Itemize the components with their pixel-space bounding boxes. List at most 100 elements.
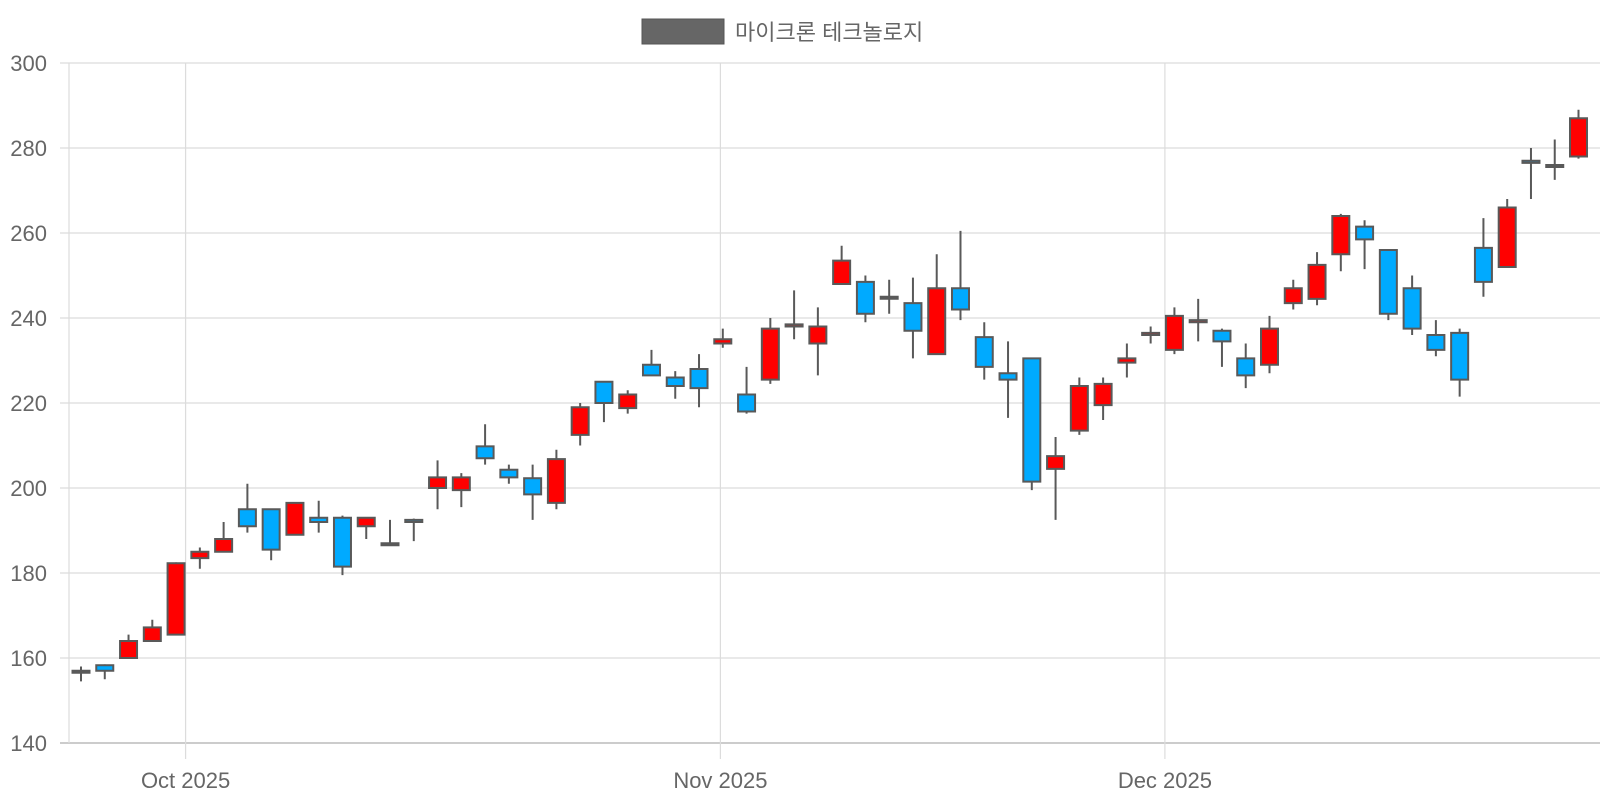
candle[interactable] — [95, 664, 115, 680]
candle[interactable] — [1521, 148, 1541, 199]
candle-body-down — [523, 477, 543, 496]
candle[interactable] — [1236, 343, 1256, 389]
candle-body-down — [855, 280, 875, 315]
candle[interactable] — [309, 500, 329, 533]
candle-body-up — [1545, 164, 1565, 168]
candle[interactable] — [404, 518, 424, 542]
candle[interactable] — [1402, 275, 1422, 336]
candle[interactable] — [689, 354, 709, 408]
legend[interactable]: 마이크론 테크놀로지 — [641, 18, 923, 45]
candle[interactable] — [855, 275, 875, 323]
candle-body-down — [1473, 246, 1493, 283]
candle-body-down — [261, 508, 281, 551]
candle[interactable] — [998, 341, 1018, 418]
candle[interactable] — [190, 547, 210, 569]
candle[interactable] — [380, 519, 400, 547]
candle-body-up — [927, 287, 947, 356]
candle-body-up — [1046, 455, 1066, 470]
candle[interactable] — [285, 501, 305, 536]
candle[interactable] — [1093, 377, 1113, 421]
candle[interactable] — [1117, 343, 1137, 378]
candle[interactable] — [1355, 220, 1375, 270]
candle[interactable] — [1022, 357, 1042, 491]
candle[interactable] — [808, 307, 828, 376]
candle[interactable] — [903, 277, 923, 359]
candle[interactable] — [523, 464, 543, 520]
candle[interactable] — [1545, 139, 1565, 180]
x-tick-label: Dec 2025 — [1118, 768, 1212, 793]
candles — [71, 109, 1589, 682]
candle[interactable] — [1164, 307, 1184, 355]
legend-swatch — [641, 18, 725, 45]
candle[interactable] — [119, 634, 139, 659]
candle[interactable] — [594, 380, 614, 423]
candle[interactable] — [428, 460, 448, 510]
candle[interactable] — [71, 666, 91, 682]
candle[interactable] — [927, 254, 947, 356]
candle[interactable] — [142, 619, 162, 643]
candle[interactable] — [1283, 279, 1303, 310]
candle[interactable] — [166, 562, 186, 636]
candle[interactable] — [499, 464, 519, 484]
candle-body-down — [1426, 334, 1446, 351]
candle[interactable] — [1569, 109, 1589, 159]
candle-body-up — [1331, 215, 1351, 256]
candle-body-up — [142, 626, 162, 643]
candle[interactable] — [451, 473, 471, 508]
candle-body-down — [404, 518, 424, 523]
candle[interactable] — [713, 328, 733, 348]
y-tick-label: 300 — [10, 51, 47, 76]
candle-body-up — [1141, 331, 1161, 336]
candle[interactable] — [356, 516, 376, 539]
candle[interactable] — [784, 290, 804, 340]
candle[interactable] — [641, 349, 661, 377]
candle[interactable] — [332, 515, 352, 576]
candle[interactable] — [1046, 437, 1066, 520]
candle-body-down — [689, 368, 709, 390]
candle-body-down — [903, 302, 923, 332]
candle-body-up — [1569, 117, 1589, 158]
x-tick-label: Nov 2025 — [673, 768, 767, 793]
candle[interactable] — [261, 508, 281, 561]
candle[interactable] — [879, 279, 899, 314]
candle[interactable] — [1307, 252, 1327, 306]
candle-body-up — [713, 338, 733, 345]
candle-body-down — [499, 468, 519, 479]
candle-body-down — [1355, 225, 1375, 241]
candle-body-up — [214, 538, 234, 553]
candle[interactable] — [1378, 249, 1398, 321]
candle[interactable] — [570, 403, 590, 446]
candle-body-down — [332, 516, 352, 568]
candle[interactable] — [1260, 315, 1279, 374]
candle[interactable] — [950, 230, 970, 321]
candle[interactable] — [832, 245, 852, 285]
candle[interactable] — [237, 483, 257, 533]
candle[interactable] — [618, 390, 638, 414]
candle-body-down — [594, 380, 614, 404]
candle-body-up — [832, 259, 852, 285]
candle-body-down — [309, 516, 329, 523]
candle[interactable] — [214, 522, 234, 553]
candle-body-up — [119, 640, 139, 659]
candle[interactable] — [974, 322, 994, 380]
y-tick-label: 220 — [10, 391, 47, 416]
legend-label: 마이크론 테크놀로지 — [735, 20, 923, 45]
candle[interactable] — [1473, 218, 1493, 297]
candle-body-down — [641, 363, 661, 377]
candle[interactable] — [546, 449, 566, 510]
candle[interactable] — [475, 424, 495, 465]
candle[interactable] — [1497, 199, 1517, 268]
candle-body-up — [190, 550, 210, 560]
candle-body-up — [1307, 263, 1327, 300]
candle[interactable] — [1212, 328, 1232, 367]
candle[interactable] — [1188, 298, 1208, 342]
candle[interactable] — [737, 366, 757, 414]
candle[interactable] — [1426, 320, 1446, 357]
candle[interactable] — [1450, 328, 1470, 397]
candle[interactable] — [1331, 213, 1351, 272]
y-tick-label: 180 — [10, 561, 47, 586]
candle[interactable] — [665, 371, 685, 399]
candle[interactable] — [1069, 377, 1089, 435]
candle[interactable] — [760, 318, 780, 384]
candle[interactable] — [1141, 326, 1161, 344]
